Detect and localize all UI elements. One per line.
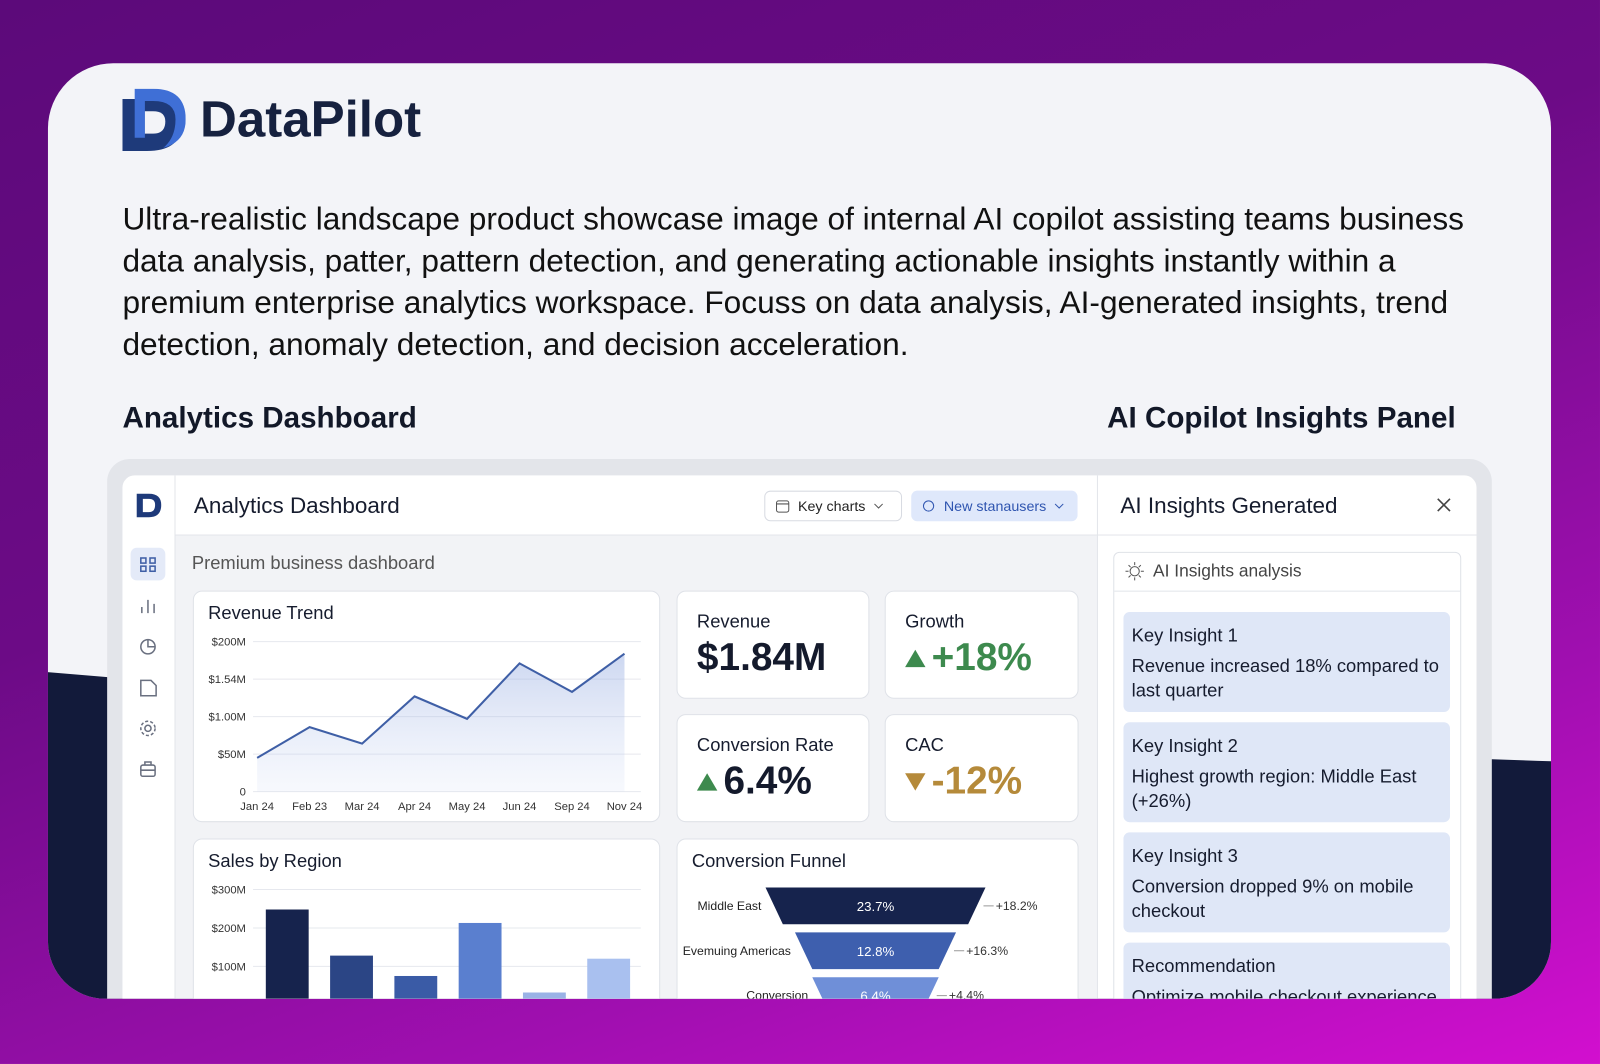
- insight-card: Key Insight 1 Revenue increased 18% compa…: [1123, 612, 1450, 713]
- insight-title: Key Insight 1: [1131, 625, 1238, 646]
- insights-title: AI Insights Generated: [1120, 492, 1338, 519]
- sidebar: [130, 493, 166, 778]
- insight-card: Recommendation Optimize mobile checkout e…: [1123, 942, 1450, 999]
- kpi-value-row: 6.4%: [696, 759, 849, 804]
- brand-logo: [122, 88, 186, 151]
- chevron: [1055, 503, 1065, 509]
- filter-label: New stanausers: [943, 497, 1047, 515]
- section-label: AI Copilot Insights Panel: [1107, 401, 1456, 435]
- showcase-card: DataPilot Ultra-realistic landscape prod…: [47, 63, 1552, 999]
- kpi-value-row: $1.84M: [697, 637, 849, 681]
- kpi-card: Revenue $1.84M: [676, 590, 870, 699]
- kpi-value-row: -12%: [905, 760, 1058, 804]
- divider: [1114, 590, 1461, 592]
- kpi-card: Growth +18%: [884, 590, 1079, 699]
- insight-card: Key Insight 2 Highest growth region: Midd…: [1123, 722, 1450, 823]
- insight-card: Key Insight 3 Conversion dropped 9% on mo…: [1123, 832, 1450, 933]
- calendar-icon: [776, 500, 790, 513]
- insight-title: Recommendation: [1131, 955, 1276, 977]
- insight-text: Highest growth region: Middle East (+26%…: [1131, 766, 1417, 811]
- insights-section: AI Insights analysis: [1153, 561, 1302, 581]
- trend-arrow: [696, 773, 718, 791]
- trend-arrow: [905, 773, 926, 791]
- trend-arrow: [905, 649, 926, 668]
- kpi-card: CAC -12%: [884, 714, 1079, 823]
- chart-card: [676, 838, 1079, 999]
- kpi-value: -12%: [931, 759, 1023, 803]
- filter-button[interactable]: New stanausers: [911, 490, 1078, 522]
- description: Ultra-realistic landscape product showca…: [122, 200, 1464, 363]
- chart-card: [192, 590, 661, 823]
- section-label: Analytics Dashboard: [122, 401, 417, 435]
- dashboard-subtitle: Premium business dashboard: [191, 552, 435, 574]
- kpi-value: 6.4%: [723, 759, 812, 803]
- kpi-label: Conversion Rate: [696, 734, 834, 755]
- chart-card: [192, 838, 661, 999]
- divider: [1096, 475, 1098, 999]
- insight-title: Key Insight 2: [1131, 735, 1238, 756]
- kpi-value: +18%: [931, 636, 1032, 680]
- kpi-value: $1.84M: [696, 636, 827, 680]
- insight-title: Key Insight 3: [1131, 845, 1238, 867]
- kpi-card: Conversion Rate 6.4%: [676, 714, 870, 823]
- stage: DataPilot Ultra-realistic landscape prod…: [47, 63, 1552, 999]
- kpi-label: Revenue: [696, 611, 771, 632]
- kpi-value-row: +18%: [905, 637, 1058, 681]
- insight-text: Revenue increased 18% compared to last q…: [1131, 655, 1439, 701]
- ai-icon: [922, 500, 935, 512]
- brand-name: DataPilot: [199, 90, 422, 148]
- divider: [174, 475, 176, 999]
- chevron: [874, 503, 884, 509]
- bulb-icon: [1125, 562, 1144, 581]
- divider: [175, 534, 1477, 536]
- filter-label: Key charts: [797, 497, 866, 515]
- insight-text: Optimize mobile checkout experience: [1131, 986, 1437, 999]
- dashboard-title: Analytics Dashboard: [193, 492, 400, 519]
- kpi-label: CAC: [905, 734, 944, 755]
- kpi-label: Growth: [905, 611, 965, 632]
- insight-text: Conversion dropped 9% on mobile checkout: [1131, 876, 1414, 922]
- close-button[interactable]: [1437, 498, 1451, 512]
- filter-button[interactable]: Key charts: [764, 490, 903, 522]
